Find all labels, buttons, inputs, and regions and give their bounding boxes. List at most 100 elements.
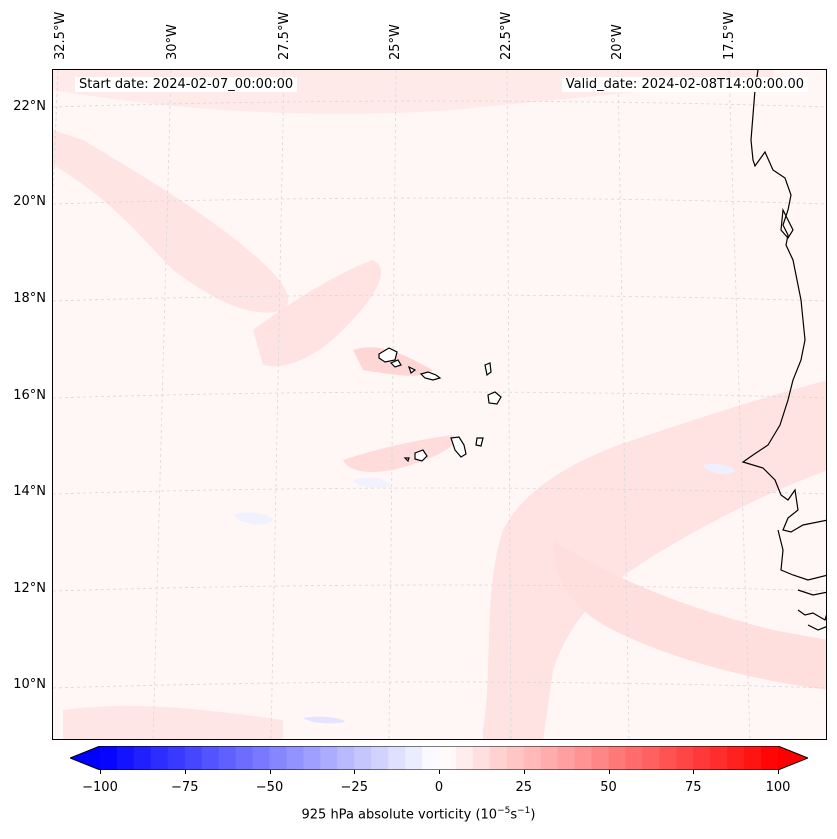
colorbar-cell	[659, 746, 677, 770]
colorbar-tick-label: 0	[434, 780, 444, 795]
colorbar-cell	[320, 746, 338, 770]
colorbar-cell	[100, 746, 118, 770]
colorbar-tick-label: −50	[255, 780, 284, 795]
island-sao-nicolau-east	[419, 371, 442, 381]
positive-vorticity-band-islands-south	[343, 435, 455, 472]
gridline-lon-20w	[617, 70, 630, 739]
colorbar-tick-mark	[100, 770, 101, 774]
colorbar-cell	[269, 746, 287, 770]
gridline-lat-12n	[53, 584, 826, 592]
lat-label-14n: 14°N	[13, 484, 46, 499]
colorbar-cell	[455, 746, 474, 770]
colorbar-cell	[761, 746, 779, 770]
colorbar-units-base: 10	[480, 807, 498, 823]
colorbar-cell	[218, 746, 237, 770]
colorbar-tick-label: 25	[515, 780, 533, 795]
island-sao-nicolau	[407, 365, 417, 374]
colorbar-tick-mark	[523, 770, 525, 774]
lon-label-17-5w: 17.5°W	[722, 11, 737, 60]
colorbar-cell	[744, 746, 762, 770]
negative-vorticity-patch-2	[703, 463, 735, 474]
colorbar-cell	[540, 746, 559, 770]
island-boa-vista	[487, 391, 502, 405]
cape-verde-islands	[378, 347, 502, 463]
colorbar-cell	[591, 746, 609, 770]
colorbar-tick-label: −100	[82, 780, 118, 795]
colorbar-cell	[286, 746, 304, 770]
colorbar-cell	[506, 746, 525, 770]
negative-vorticity-patch-3	[303, 716, 345, 724]
colorbar-cell	[354, 746, 372, 770]
graticule	[53, 70, 826, 739]
colorbar-cells	[100, 746, 779, 770]
negative-vorticity-patch-1	[233, 512, 273, 525]
colorbar-tick-mark	[354, 770, 356, 774]
lon-label-22-5w: 22.5°W	[499, 11, 514, 60]
coastlines	[741, 70, 826, 631]
colorbar-cell	[557, 746, 576, 770]
colorbar-cell	[523, 746, 542, 770]
colorbar-cell	[167, 746, 186, 770]
colorbar-cell	[405, 746, 423, 770]
gridline-lat-10n	[53, 681, 826, 689]
colorbar-cell	[388, 746, 406, 770]
gridline-lon-32-5w	[53, 70, 59, 205]
colorbar-cell	[116, 746, 135, 770]
lon-label-32-5w: 32.5°W	[53, 11, 68, 60]
colorbar-cell	[727, 746, 745, 770]
colorbar-tick-mark	[439, 770, 440, 774]
vorticity-contours	[53, 70, 826, 739]
colorbar-cell	[625, 746, 643, 770]
colorbar-tick-label: 75	[684, 780, 702, 795]
colorbar-cell	[235, 746, 254, 770]
colorbar-cell	[439, 746, 457, 770]
island-sal	[484, 362, 492, 377]
colorbar-cell	[252, 746, 270, 770]
colorbar-cell	[693, 746, 711, 770]
island-santiago	[450, 436, 467, 458]
colorbar	[70, 746, 808, 770]
island-santo-antao	[378, 347, 398, 363]
gridline-lon-27-5w	[270, 70, 285, 739]
lon-label-27-5w: 27.5°W	[277, 11, 292, 60]
start-date-label: Start date: 2024-02-07_00:00:00	[75, 77, 298, 92]
vorticity-map[interactable]	[52, 69, 827, 740]
colorbar-cell	[642, 746, 660, 770]
west-africa-coastline	[741, 70, 826, 631]
colorbar-cell	[489, 746, 508, 770]
gridline-lon-22-5w	[506, 70, 512, 739]
colorbar-tick-mark	[269, 770, 271, 774]
lat-label-20n: 20°N	[13, 194, 46, 209]
colorbar-cell	[133, 746, 152, 770]
lat-label-18n: 18°N	[13, 291, 46, 306]
colorbar-tick-label: 50	[600, 780, 617, 795]
colorbar-cell	[422, 746, 440, 770]
colorbar-units-exp2: −1	[517, 806, 531, 816]
colorbar-variable: 925 hPa absolute vorticity	[301, 807, 472, 823]
positive-vorticity-band-south	[483, 380, 826, 739]
gridline-lat-16n	[53, 391, 826, 399]
colorbar-tick-mark	[778, 770, 779, 774]
positive-vorticity-band-east	[553, 540, 826, 690]
colorbar-cell	[337, 746, 355, 770]
lat-label-22n: 22°N	[13, 99, 46, 114]
gridline-lat-20n	[53, 197, 826, 205]
gridline-lon-25w	[388, 70, 397, 739]
positive-vorticity-band-northwest	[53, 130, 289, 313]
colorbar-cell	[472, 746, 491, 770]
island-brava	[403, 457, 410, 463]
colorbar-tick-mark	[608, 770, 610, 774]
gridline-lon-17-5w	[728, 70, 751, 739]
gridline-lat-14n	[53, 487, 826, 495]
valid-date-label: Valid_date: 2024-02-08T14:00:00.00	[561, 77, 808, 92]
lon-label-20w: 20°W	[610, 24, 625, 60]
island-sao-vicente	[389, 359, 402, 368]
colorbar-cell	[201, 746, 220, 770]
gridline-lon-30w	[152, 70, 172, 739]
positive-vorticity-band-southwest	[63, 705, 283, 739]
colorbar-units-exp1: −5	[497, 806, 511, 816]
colorbar-cell	[371, 746, 389, 770]
colorbar-tick-mark	[184, 770, 186, 774]
colorbar-cell	[303, 746, 321, 770]
colorbar-high-extension	[778, 746, 808, 770]
